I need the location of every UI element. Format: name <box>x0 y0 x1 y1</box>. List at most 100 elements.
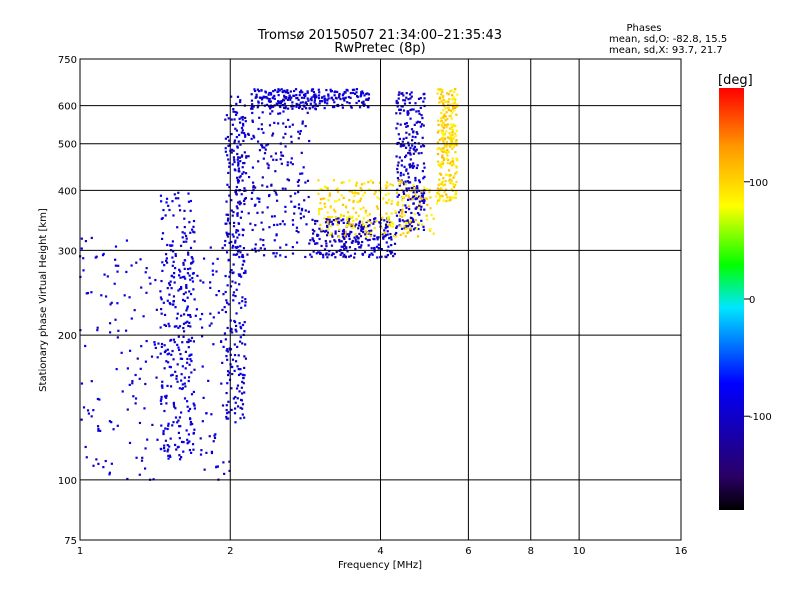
data-point <box>98 398 101 401</box>
data-point <box>217 289 221 293</box>
data-point <box>145 291 148 294</box>
data-point <box>168 282 171 285</box>
data-point <box>260 102 264 105</box>
data-point <box>172 338 176 341</box>
data-point <box>163 444 166 447</box>
data-point <box>262 157 265 160</box>
data-point <box>400 227 404 230</box>
data-point <box>224 137 227 140</box>
data-point <box>233 160 236 164</box>
data-point <box>166 243 169 247</box>
data-point <box>159 352 162 355</box>
data-point <box>270 93 273 96</box>
data-point <box>425 214 428 217</box>
data-point <box>256 88 259 91</box>
data-point <box>330 244 334 247</box>
data-point <box>110 462 113 465</box>
data-point <box>219 340 223 343</box>
data-point <box>238 273 242 276</box>
data-point <box>368 219 372 222</box>
data-point <box>451 129 455 132</box>
data-point <box>167 352 171 355</box>
data-point <box>326 218 329 221</box>
data-point <box>236 178 239 182</box>
data-point <box>190 451 193 454</box>
data-point <box>182 322 186 325</box>
data-point <box>442 184 445 187</box>
data-point <box>442 158 446 162</box>
data-point <box>136 357 139 360</box>
data-point <box>271 132 275 135</box>
data-point <box>172 403 176 406</box>
data-point <box>342 181 345 184</box>
data-point <box>415 110 418 113</box>
data-point <box>445 111 448 114</box>
data-point <box>318 102 321 105</box>
data-point <box>169 385 173 388</box>
data-point <box>275 102 278 105</box>
data-point <box>160 342 164 346</box>
data-point <box>325 245 328 248</box>
data-point <box>390 251 394 254</box>
data-point <box>289 195 292 198</box>
data-point <box>234 281 237 284</box>
data-point <box>192 402 195 405</box>
data-point <box>362 100 365 103</box>
data-point <box>312 95 315 98</box>
data-point <box>239 336 242 339</box>
data-point <box>178 348 181 352</box>
data-point <box>413 123 416 126</box>
data-point <box>189 267 192 270</box>
data-point <box>385 186 388 190</box>
data-point <box>168 325 171 328</box>
data-point <box>453 183 456 187</box>
data-point <box>375 219 378 223</box>
data-point <box>440 89 443 92</box>
data-point <box>226 284 229 287</box>
data-point <box>450 164 454 167</box>
data-point <box>453 106 457 109</box>
data-point <box>445 151 448 154</box>
data-point <box>363 94 366 97</box>
data-point <box>180 373 183 376</box>
stats-heading: Phases <box>626 23 661 34</box>
data-point <box>397 161 400 164</box>
data-point <box>274 89 277 92</box>
data-point <box>192 260 195 263</box>
data-point <box>108 420 111 423</box>
data-point <box>395 231 398 235</box>
data-point <box>241 392 244 395</box>
data-point <box>144 271 147 274</box>
data-point <box>252 186 255 189</box>
data-point <box>184 321 187 324</box>
data-point <box>180 287 183 290</box>
data-point <box>352 219 355 222</box>
data-point <box>300 96 304 99</box>
data-point <box>395 99 398 103</box>
data-point <box>186 305 189 308</box>
data-point <box>314 103 317 106</box>
data-point <box>416 187 419 190</box>
data-point <box>354 211 358 214</box>
data-point <box>285 243 288 246</box>
data-point <box>160 279 163 283</box>
data-point <box>139 367 142 370</box>
data-point <box>445 193 448 196</box>
data-point <box>230 133 233 136</box>
data-point <box>297 98 300 101</box>
data-point <box>455 129 458 132</box>
data-point <box>251 103 254 106</box>
data-point <box>348 221 351 224</box>
data-point <box>284 187 287 190</box>
data-point <box>223 472 226 475</box>
data-point <box>447 93 450 96</box>
data-point <box>454 140 457 143</box>
data-point <box>178 387 181 390</box>
data-point <box>420 123 424 126</box>
data-point <box>343 99 346 102</box>
data-point <box>340 181 343 184</box>
data-point <box>254 243 257 246</box>
data-point <box>343 230 346 234</box>
data-point <box>277 88 280 91</box>
data-point <box>240 126 244 130</box>
